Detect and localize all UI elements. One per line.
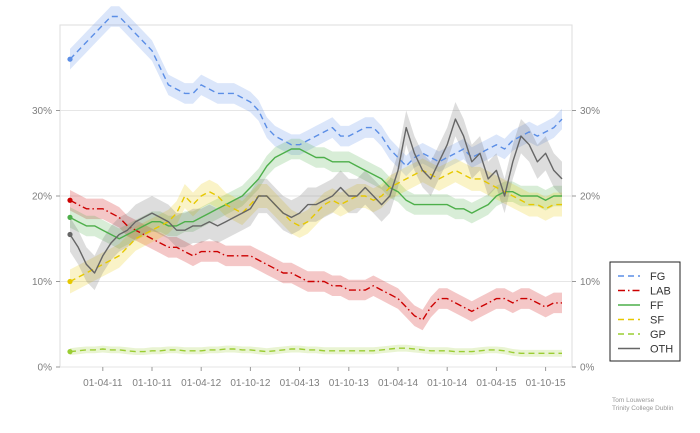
band-lab [70, 190, 562, 331]
legend-label-gp: GP [650, 329, 666, 341]
y-tick-label-left-1: 10% [32, 277, 52, 288]
line-ff [69, 148, 562, 240]
point-start-ff [67, 214, 73, 220]
point-start-oth [67, 231, 73, 238]
band-oth [70, 102, 562, 291]
x-tick-label-2: 01-04-12 [181, 378, 221, 389]
line-fg [69, 15, 563, 167]
series-lines [69, 15, 563, 354]
legend-label-oth: OTH [650, 344, 673, 356]
point-start-sf [67, 278, 73, 285]
x-tick-label-9: 01-10-15 [526, 378, 566, 389]
point-start-gp [67, 349, 73, 355]
legend-label-sf: SF [650, 315, 664, 327]
y-tick-label-right-0: 0% [580, 363, 595, 374]
band-gp [70, 344, 562, 357]
x-tick-label-4: 01-04-13 [280, 378, 320, 389]
point-start-lab [67, 197, 73, 203]
y-tick-label-left-2: 20% [32, 192, 52, 203]
legend-box [609, 261, 681, 362]
credit-author: Tom Louwerse [612, 397, 655, 404]
y-tick-label-right-1: 10% [580, 277, 600, 288]
line-oth [69, 118, 563, 274]
band-fg [70, 6, 562, 177]
y-tick-label-right-2: 20% [580, 192, 600, 203]
x-tick-label-0: 01-04-11 [83, 378, 123, 389]
line-lab [69, 199, 562, 321]
x-tick-label-3: 01-10-12 [230, 378, 270, 389]
y-axis-left: 0% 10% 20% 30% [32, 106, 60, 374]
y-axis-right: 0% 10% 20% 30% [572, 106, 600, 374]
x-tick-label-1: 01-10-11 [132, 378, 172, 389]
x-tick-label-7: 01-10-14 [427, 378, 467, 389]
x-axis: 01-04-11 01-10-11 01-04-12 01-10-12 01-04-13… [83, 367, 566, 389]
x-tick-label-5: 01-10-13 [329, 378, 369, 389]
point-start-fg [67, 56, 73, 62]
credit-affiliation: Trinity College Dublin [612, 405, 674, 412]
y-tick-label-right-3: 30% [580, 106, 600, 117]
legend-label-ff: FF [650, 300, 664, 312]
legend-label-lab: LAB [650, 286, 671, 298]
gridlines [60, 110, 572, 368]
line-gp [69, 347, 562, 354]
line-sf [69, 169, 562, 283]
x-tick-label-8: 01-04-15 [476, 378, 516, 389]
y-tick-label-left-0: 0% [38, 363, 53, 374]
legend: FG LAB FF SF GP OTH [609, 261, 681, 362]
x-tick-label-6: 01-04-14 [378, 378, 418, 389]
series-start-points [67, 56, 73, 355]
y-tick-label-left-3: 30% [32, 106, 52, 117]
legend-label-fg: FG [650, 271, 665, 283]
